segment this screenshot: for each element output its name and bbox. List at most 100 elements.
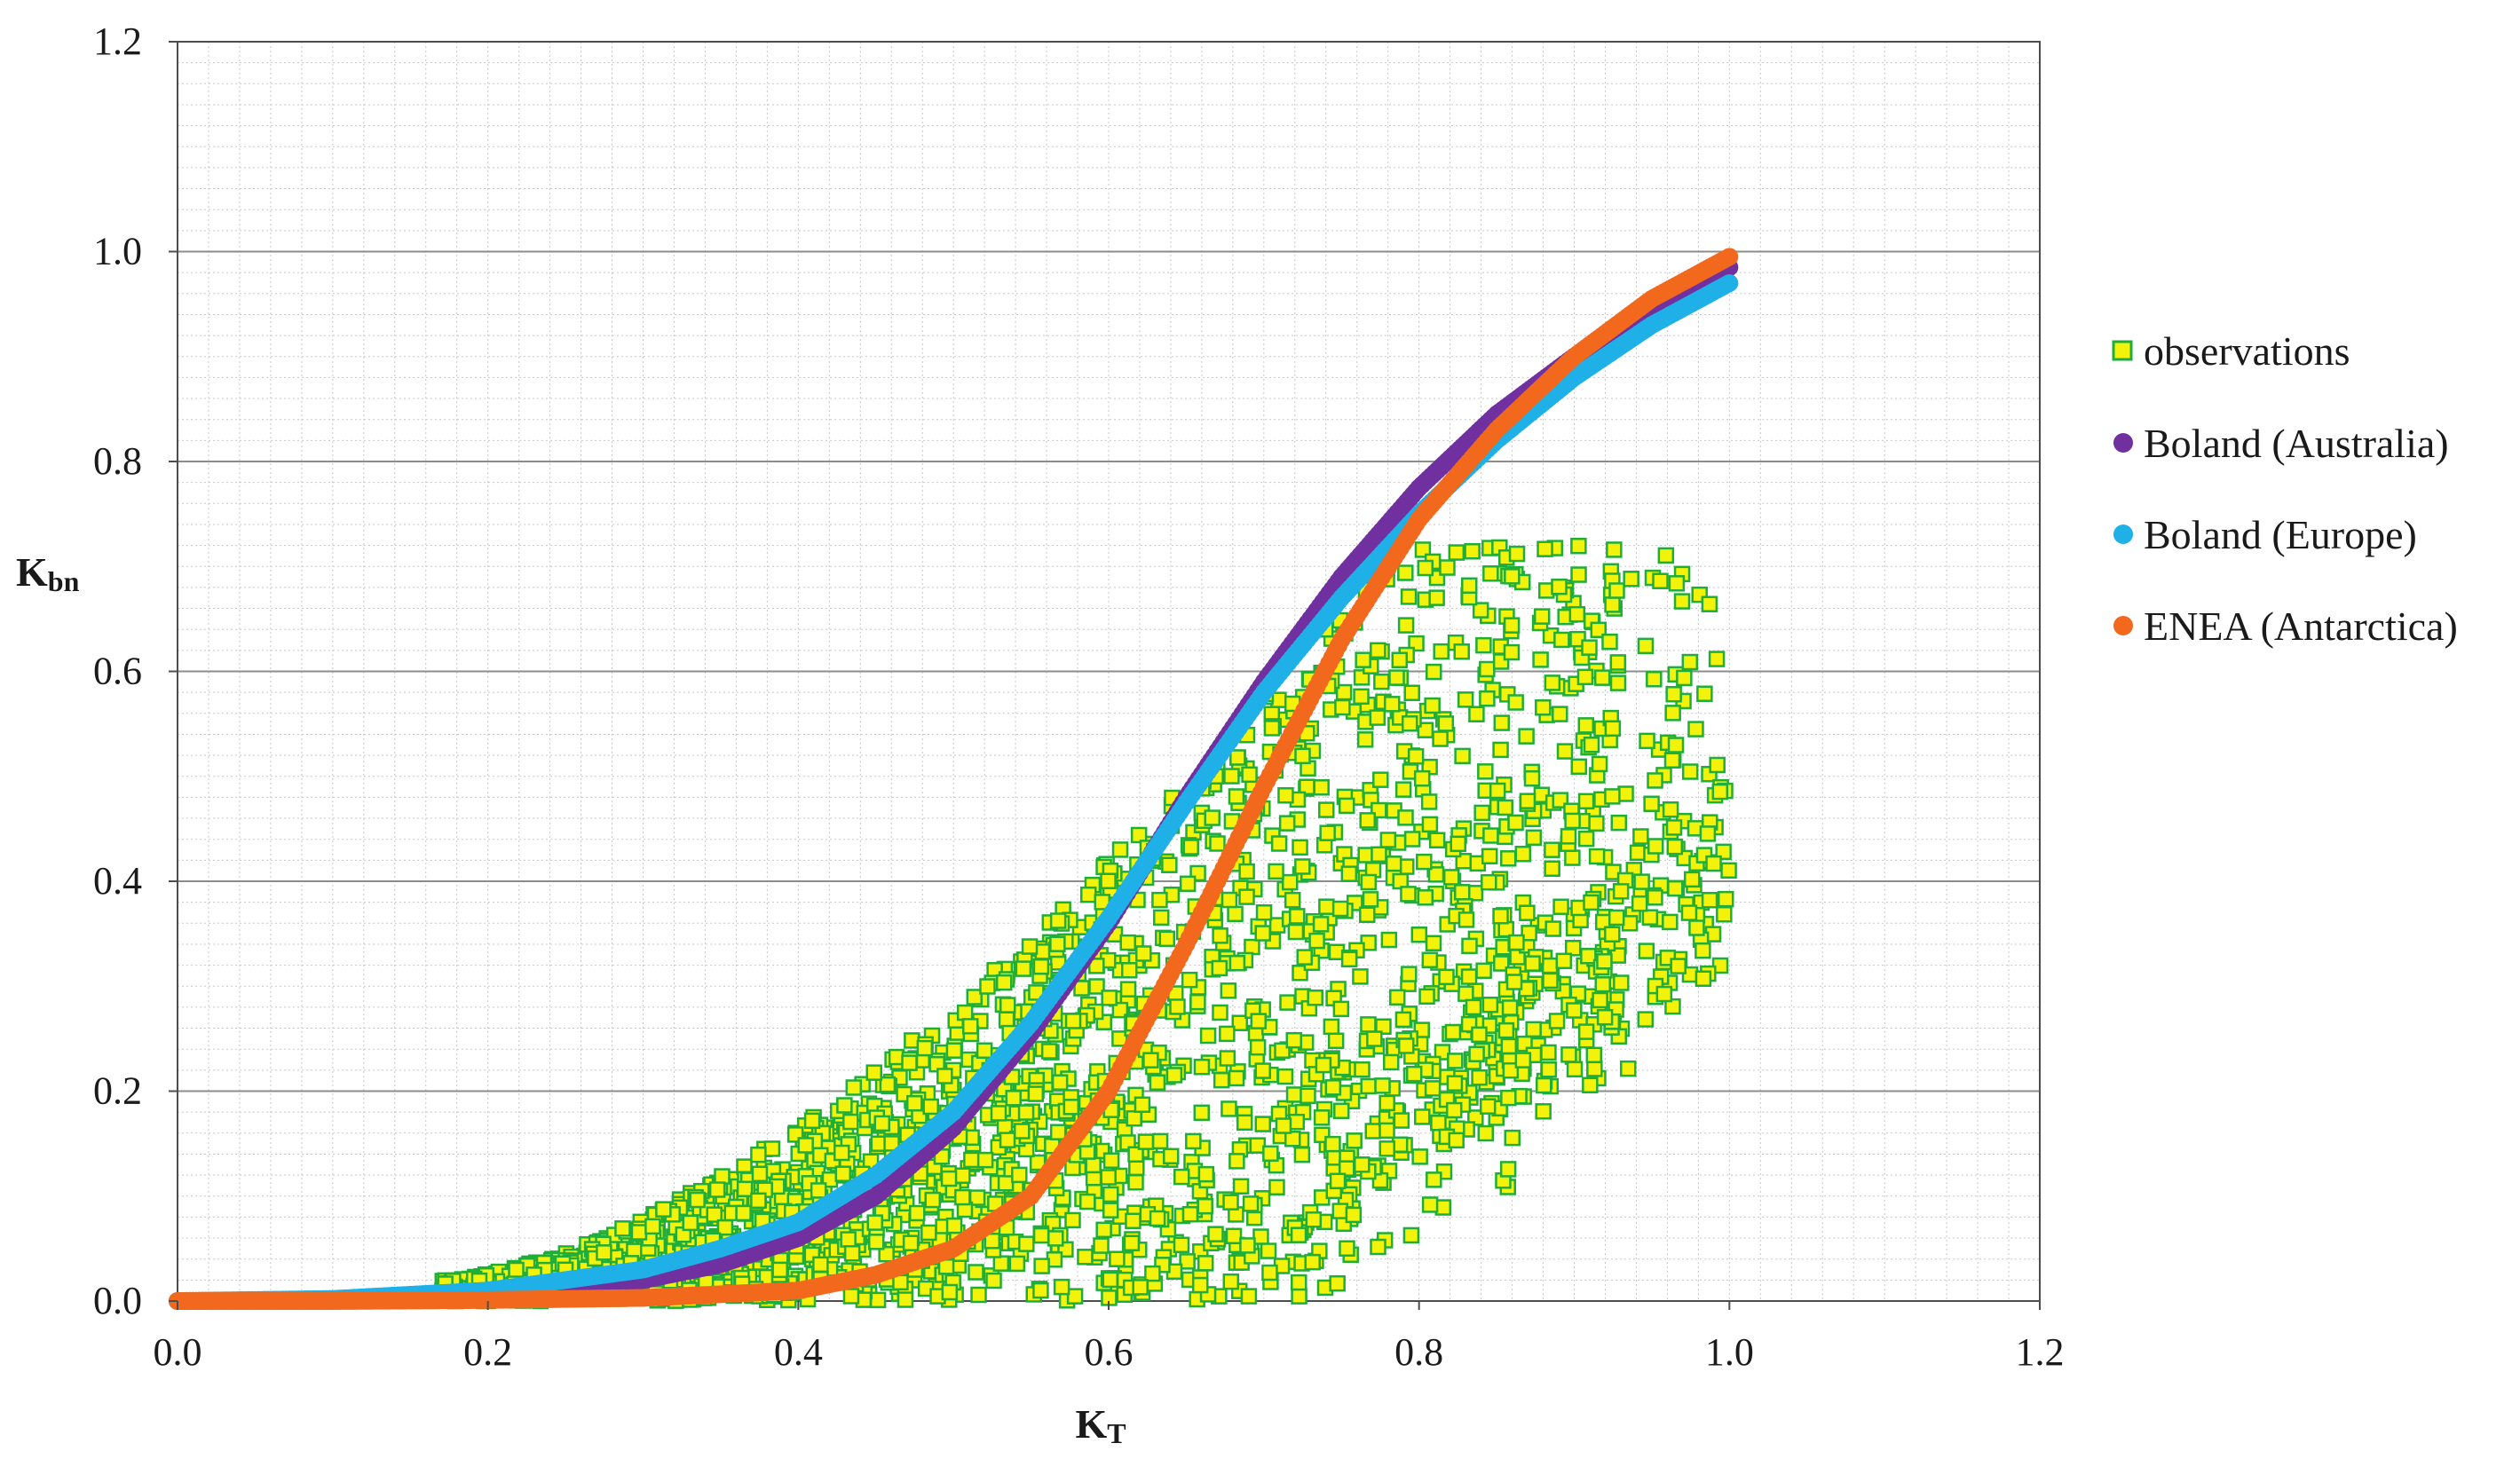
observation-point	[1232, 1178, 1250, 1195]
observation-point	[1481, 873, 1497, 891]
observation-point	[1577, 830, 1595, 848]
observation-point	[1460, 968, 1478, 985]
observation-point	[1664, 998, 1681, 1015]
observation-point	[1711, 783, 1729, 800]
observation-point	[1332, 1102, 1350, 1120]
observation-point	[1066, 1288, 1084, 1305]
observation-point	[1277, 787, 1294, 804]
observation-point	[1514, 1052, 1532, 1069]
observation-point	[1125, 1212, 1142, 1230]
observation-point	[1327, 1032, 1345, 1050]
observation-point	[1631, 895, 1648, 912]
observation-point	[750, 1146, 767, 1163]
observation-point	[1604, 596, 1621, 613]
observation-point	[1492, 741, 1509, 759]
observation-point	[1471, 1069, 1488, 1086]
observation-point	[1238, 863, 1255, 880]
observation-point	[1370, 1238, 1386, 1256]
legend: observations Boland (Australia) Boland (…	[2112, 328, 2458, 649]
observation-point	[924, 1191, 941, 1209]
observation-point	[1418, 988, 1435, 1006]
observation-point	[1049, 912, 1067, 929]
observation-point	[1473, 804, 1490, 822]
observation-point	[984, 1232, 1001, 1250]
observation-point	[1268, 863, 1284, 880]
observation-point	[736, 1180, 754, 1198]
observation-point	[1222, 1194, 1239, 1211]
observation-point	[1385, 856, 1402, 872]
legend-label-observations: observations	[2144, 328, 2350, 374]
observation-point	[1465, 998, 1482, 1016]
observation-point	[1481, 996, 1499, 1013]
observation-point	[1021, 938, 1039, 955]
observation-point	[1552, 898, 1569, 916]
legend-label-boland-europe: Boland (Europe)	[2144, 512, 2417, 557]
observation-point	[1244, 938, 1260, 956]
observation-point	[843, 1245, 861, 1262]
observation-point	[1414, 1108, 1431, 1125]
observation-point	[1715, 843, 1732, 861]
observation-point	[992, 1255, 1010, 1272]
observation-point	[1100, 1169, 1117, 1186]
observation-point	[1540, 1061, 1558, 1078]
observation-point	[1637, 1011, 1655, 1028]
observation-point	[902, 1234, 920, 1251]
observation-point	[1421, 816, 1439, 833]
x-tick-label: 0.6	[1085, 1330, 1134, 1374]
observation-point	[1318, 801, 1335, 818]
observation-point	[1507, 694, 1524, 711]
observation-point	[1227, 905, 1244, 923]
legend-marker-observations	[2112, 340, 2133, 361]
observation-point	[1345, 1206, 1363, 1224]
x-tick-label: 0.4	[774, 1330, 823, 1374]
observation-point	[1609, 654, 1627, 671]
observation-point	[735, 1204, 752, 1222]
observation-point	[1364, 1123, 1381, 1140]
observation-point	[1577, 793, 1595, 810]
observation-point	[897, 1291, 914, 1308]
observation-point	[1652, 572, 1669, 589]
observation-point	[869, 1291, 887, 1309]
observation-point	[845, 1079, 863, 1096]
observation-point	[1507, 814, 1524, 832]
observation-point	[1189, 993, 1206, 1011]
observation-point	[1472, 602, 1489, 619]
observation-point	[1339, 1240, 1355, 1257]
observation-point	[1212, 1004, 1228, 1021]
observation-point	[1173, 1236, 1190, 1254]
observation-point	[1211, 959, 1228, 977]
observation-point	[999, 997, 1016, 1013]
observation-point	[1359, 906, 1376, 924]
observation-point	[1403, 684, 1420, 702]
observation-point	[1560, 828, 1577, 845]
observation-point	[1623, 571, 1639, 588]
observation-point	[1360, 1016, 1377, 1033]
observation-point	[1222, 1273, 1240, 1290]
observation-point	[1278, 815, 1296, 832]
observation-point	[941, 1283, 959, 1301]
observation-point	[1606, 541, 1623, 558]
observation-point	[1570, 537, 1587, 555]
observation-point	[1609, 674, 1627, 691]
observation-point	[1657, 547, 1675, 564]
observation-point	[901, 1054, 918, 1071]
observation-point	[1612, 883, 1630, 900]
observation-point	[1085, 1156, 1102, 1174]
observation-point	[763, 1140, 781, 1157]
observation-point	[979, 978, 996, 995]
observation-point	[1497, 799, 1514, 816]
y-tick-label: 0.6	[93, 650, 142, 693]
observation-point	[1676, 669, 1693, 687]
observation-point	[1324, 1135, 1341, 1153]
observation-point	[1508, 934, 1525, 951]
observation-point	[1552, 706, 1568, 722]
observation-point	[1394, 781, 1412, 798]
observation-point	[1504, 568, 1521, 585]
y-tick-label: 0.2	[93, 1069, 142, 1113]
observation-point	[1223, 768, 1240, 785]
observation-point	[1641, 909, 1659, 926]
observation-point	[1424, 697, 1441, 714]
x-axis-title: KT	[1075, 1401, 1126, 1449]
observation-point	[1032, 958, 1050, 975]
observation-point	[1027, 1085, 1045, 1102]
